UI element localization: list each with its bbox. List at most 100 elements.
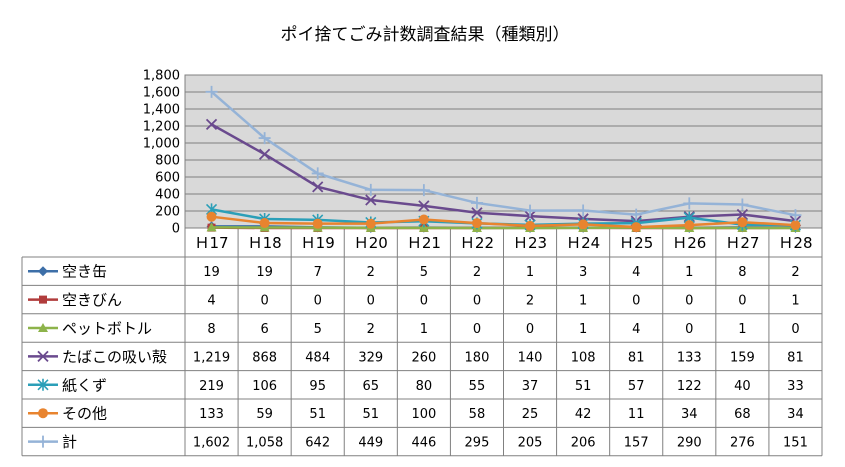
data-label: 1 [738, 322, 746, 337]
data-label: 19 [256, 265, 273, 280]
data-label: 642 [305, 436, 330, 451]
data-point [471, 207, 483, 219]
data-point [418, 200, 430, 212]
data-label: 0 [260, 294, 268, 309]
data-label: 33 [787, 379, 804, 394]
data-label: 276 [730, 436, 755, 451]
data-label: 449 [358, 436, 383, 451]
data-label: 206 [571, 436, 596, 451]
data-label: 57 [628, 379, 645, 394]
x-tick-label: Ｈ22 [460, 234, 494, 252]
data-label: 11 [628, 407, 645, 422]
data-point [417, 184, 430, 197]
legend-label: 計 [62, 433, 77, 451]
data-label: 122 [677, 379, 702, 394]
data-point [630, 208, 643, 221]
data-point [364, 183, 377, 196]
data-label: 37 [522, 379, 539, 394]
y-tick-label: 600 [155, 171, 180, 186]
data-label: 0 [420, 294, 428, 309]
data-label: 0 [632, 294, 640, 309]
legend-label: 空きびん [62, 291, 122, 309]
series-line [211, 226, 796, 230]
x-tick-label: Ｈ26 [672, 234, 706, 252]
data-label: 80 [416, 379, 433, 394]
data-label: 51 [575, 379, 592, 394]
data-label: 34 [681, 407, 698, 422]
data-label: 0 [473, 322, 481, 337]
data-label: 34 [787, 407, 804, 422]
data-point [631, 222, 642, 233]
data-label: 151 [783, 436, 808, 451]
data-label: 1 [420, 322, 428, 337]
y-axis: 0 200 400 600 800 1,000 1,200 1,400 1,600 1,800 [143, 69, 180, 237]
legend-label: その他 [62, 405, 107, 423]
data-label: 58 [469, 407, 486, 422]
legend-marker [37, 435, 49, 448]
data-label: 25 [522, 407, 539, 422]
chart-title: ポイ捨てごみ計数調査結果（種類別） [281, 25, 570, 45]
data-label: 260 [411, 350, 436, 365]
data-label: 81 [787, 350, 804, 365]
data-label: 1 [791, 294, 799, 309]
data-label: 2 [367, 265, 375, 280]
series-line [210, 123, 796, 223]
data-label: 51 [309, 407, 326, 422]
data-point [471, 218, 482, 229]
data-point [790, 220, 801, 231]
data-label: 219 [199, 379, 224, 394]
data-label: 100 [411, 407, 436, 422]
data-label: 446 [411, 436, 436, 451]
data-label: 1 [579, 322, 587, 337]
data-label: 55 [469, 379, 486, 394]
y-tick-label: 1,000 [143, 137, 180, 152]
y-tick-label: 800 [155, 154, 180, 169]
data-label: 65 [363, 379, 380, 394]
legend-label: 空き缶 [62, 263, 107, 281]
x-tick-label: Ｈ23 [513, 234, 547, 252]
x-tick-label: Ｈ28 [778, 234, 812, 252]
data-label: 4 [207, 294, 215, 309]
data-point [311, 167, 324, 180]
data-label: 0 [685, 322, 693, 337]
data-label: 4 [632, 265, 640, 280]
data-label: 140 [518, 350, 543, 365]
x-tick-label: Ｈ19 [301, 234, 335, 252]
data-point [418, 214, 429, 225]
data-point [312, 181, 324, 193]
data-point [684, 220, 695, 231]
data-point [365, 218, 376, 229]
y-tick-label: 1,600 [143, 86, 180, 101]
data-label: 3 [579, 265, 587, 280]
data-label: 329 [358, 350, 383, 365]
data-point [205, 85, 218, 98]
y-tick-label: 400 [155, 188, 180, 203]
data-point [258, 132, 271, 145]
series-line [210, 90, 796, 217]
legend-marker [38, 266, 48, 277]
data-label: 295 [465, 436, 490, 451]
data-label: 81 [628, 350, 645, 365]
data-label: 4 [632, 322, 640, 337]
data-label: 7 [314, 265, 322, 280]
legend-label: 紙くず [62, 376, 107, 394]
data-point [365, 194, 377, 206]
data-label: 484 [305, 350, 330, 365]
y-tick-label: 200 [155, 205, 180, 220]
legend-marker [38, 408, 48, 419]
y-tick-label: 1,800 [143, 69, 180, 84]
data-point [737, 217, 748, 228]
data-point [312, 218, 323, 229]
x-tick-label: Ｈ20 [354, 234, 388, 252]
data-table: Ｈ17 Ｈ18 Ｈ19 Ｈ20 Ｈ21 Ｈ22 Ｈ23 Ｈ24 Ｈ25 Ｈ26 Ｈ27 Ｈ28 空き缶 1… [21, 228, 823, 457]
data-point [470, 196, 483, 209]
data-label: 0 [473, 294, 481, 309]
data-label: 108 [571, 350, 596, 365]
data-label: 2 [526, 294, 534, 309]
plot-area [184, 74, 823, 229]
data-label: 8 [738, 265, 746, 280]
data-label: 290 [677, 436, 702, 451]
data-label: 1,602 [193, 436, 230, 451]
data-point [258, 148, 271, 160]
data-label: 0 [526, 322, 534, 337]
